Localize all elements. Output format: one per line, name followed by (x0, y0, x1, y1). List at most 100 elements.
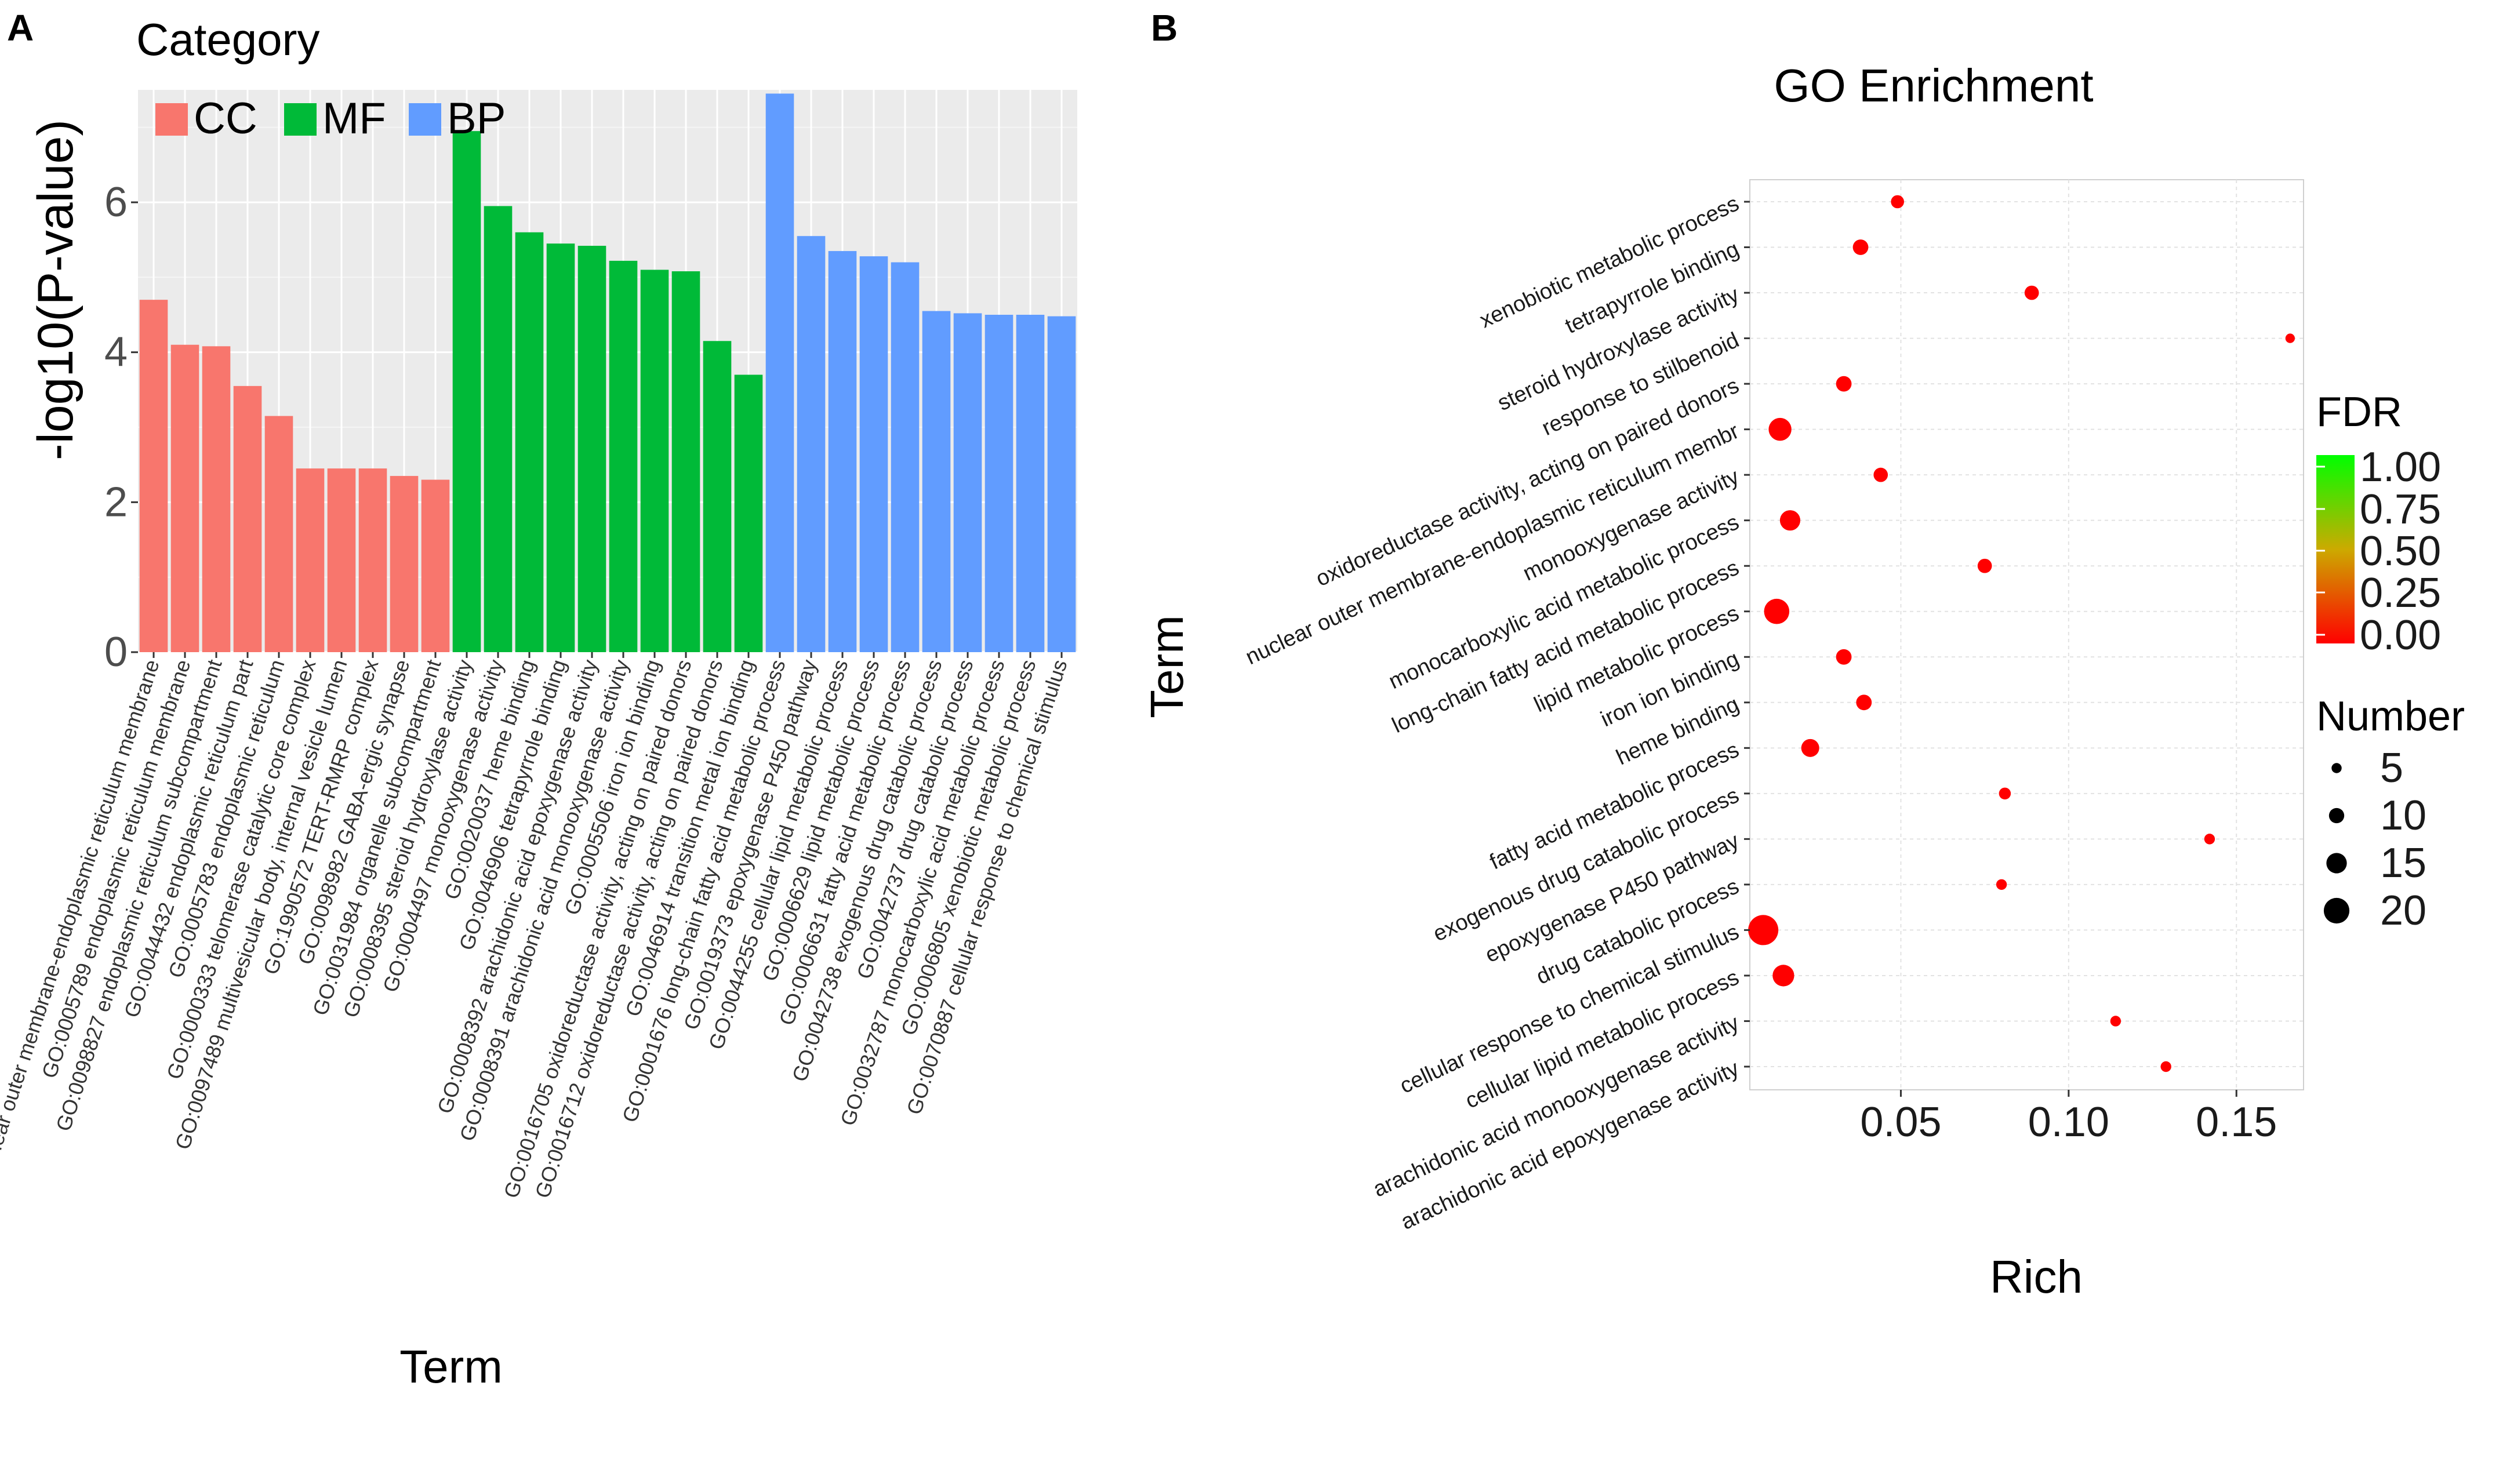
bar (1016, 315, 1045, 652)
bar (515, 232, 544, 652)
bar (828, 251, 857, 653)
dot-series (1748, 195, 2295, 1072)
legend-entry: BP (447, 94, 506, 143)
legend-entry: CC (194, 94, 257, 143)
y-tick-label: 4 (104, 329, 128, 376)
fdr-tick-label: 1.00 (2360, 444, 2441, 490)
bar (765, 93, 794, 652)
bar (390, 476, 419, 652)
data-point (2110, 1016, 2121, 1027)
bar (859, 256, 888, 652)
y-axis-title: -log10(P-value) (28, 119, 83, 460)
size-legend-dot (2326, 853, 2347, 874)
bar (139, 300, 168, 652)
bar (546, 243, 575, 653)
fdr-tick-label: 0.25 (2360, 570, 2441, 616)
data-point (1891, 195, 1904, 209)
legend-entry: MF (322, 94, 386, 143)
bar (891, 262, 920, 652)
chart-title: GO Enrichment (1774, 60, 2093, 111)
data-point (2285, 333, 2295, 343)
bar (484, 206, 513, 652)
fdr-tick-label: 0.75 (2360, 486, 2441, 533)
size-legend-dot (2323, 897, 2350, 924)
dot-plot-background (1749, 179, 2304, 1090)
data-point (1996, 879, 2007, 890)
legend-swatch (409, 103, 441, 136)
bar (922, 311, 951, 652)
bar-plot-background (138, 90, 1077, 652)
data-point (1836, 376, 1852, 392)
size-legend-label: 5 (2380, 745, 2403, 791)
x-axis-ticks: 0.05 0.10 0.15 (1860, 1090, 2277, 1145)
bar (577, 246, 606, 653)
bar (985, 315, 1013, 652)
legend-swatch (284, 103, 317, 136)
data-point (1772, 965, 1794, 987)
panel-a-label: A (7, 7, 34, 49)
panel-b-label: B (1151, 7, 1178, 49)
bar-series (139, 93, 1076, 653)
bar (609, 260, 638, 652)
x-tick-label: 0.15 (2196, 1099, 2277, 1145)
y-axis-title: Term (1141, 615, 1193, 718)
legend-title: Category (136, 14, 320, 65)
x-tick-label: 0.05 (1860, 1099, 1941, 1145)
y-term-label: arachidonic acid monooxygenase activity (1369, 1011, 1743, 1202)
dot-plot-panel: GO Enrichment xenobiotic metabolic proce… (1141, 60, 2465, 1303)
size-legend-title: Number (2316, 693, 2465, 740)
fdr-colorbar (2316, 455, 2355, 643)
data-point (1836, 649, 1852, 665)
data-point (2204, 834, 2215, 845)
size-legend-label: 10 (2380, 792, 2426, 839)
data-point (1779, 510, 1801, 531)
data-point (1977, 558, 1992, 573)
legend-swatch (155, 103, 188, 136)
data-point (1768, 417, 1792, 441)
data-point (1873, 467, 1888, 482)
bar (734, 374, 763, 652)
y-tick-label: 6 (104, 179, 128, 225)
size-legend-label: 15 (2380, 840, 2426, 886)
fdr-tick-label: 0.50 (2360, 528, 2441, 574)
y-tick-label: 0 (104, 629, 128, 675)
bar (327, 468, 356, 652)
bar (452, 131, 481, 653)
bar (358, 468, 387, 652)
bar (202, 346, 231, 652)
fdr-legend-title: FDR (2316, 389, 2402, 435)
data-point (1748, 915, 1779, 945)
bar-chart-panel: 0 2 4 6 GO:0042175 nuclear outer membrane-e… (0, 14, 1077, 1392)
bar (264, 416, 293, 652)
y-axis-term-labels: xenobiotic metabolic processtetrapyrrole… (1242, 191, 1750, 1235)
x-axis-title: Term (399, 1341, 503, 1392)
bar (170, 344, 199, 652)
bar (953, 313, 982, 652)
x-tick-label: 0.10 (2028, 1099, 2109, 1145)
fdr-tick-label: 0.00 (2360, 612, 2441, 659)
x-axis-tick-labels: GO:0042175 nuclear outer membrane-endopl… (0, 652, 1072, 1304)
bar (1047, 316, 1076, 652)
legend: CC MF BP (155, 94, 506, 143)
data-point (1852, 239, 1869, 255)
size-legend-dot (2331, 763, 2342, 773)
bar (671, 271, 700, 652)
data-point (1764, 598, 1790, 624)
data-point (2024, 285, 2039, 300)
data-point (2160, 1061, 2171, 1072)
bar (703, 341, 732, 652)
data-point (1801, 739, 1819, 757)
data-point (1856, 694, 1872, 711)
size-legend-label: 20 (2380, 888, 2426, 934)
bar (233, 385, 262, 652)
y-tick-label: 2 (104, 479, 128, 525)
bar (640, 270, 669, 652)
data-point (1999, 787, 2011, 800)
bar (421, 479, 450, 652)
fdr-legend-ticks: 1.000.750.500.250.00 (2316, 444, 2441, 659)
bar (797, 236, 826, 652)
y-axis-ticks: 0 2 4 6 (104, 179, 138, 675)
bar (296, 468, 325, 652)
